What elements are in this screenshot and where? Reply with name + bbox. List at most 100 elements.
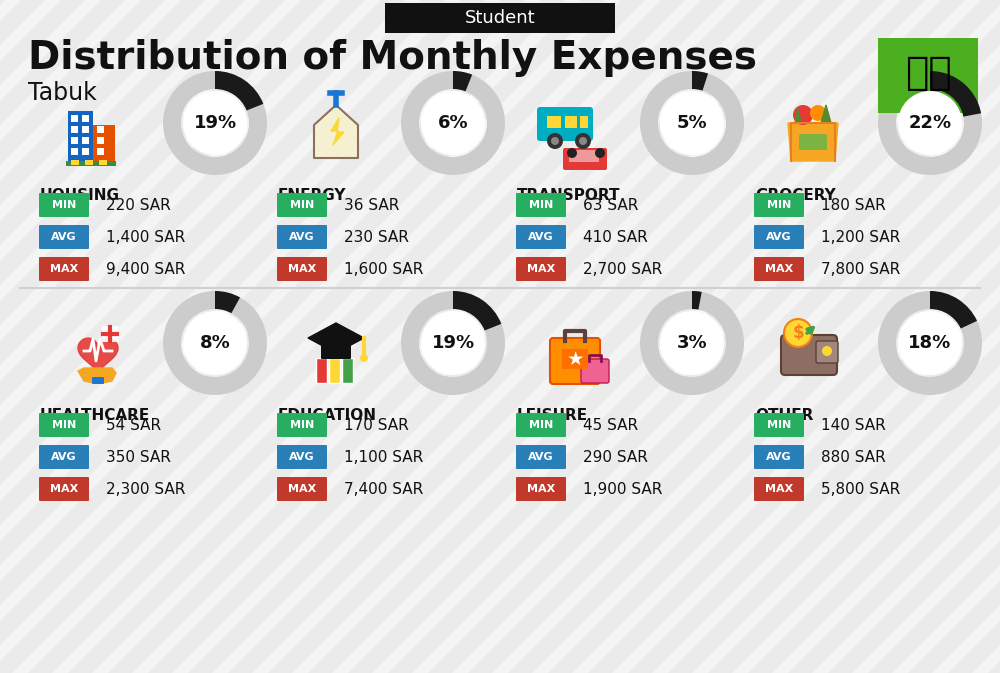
Text: HOUSING: HOUSING [40, 188, 120, 203]
Text: 140 SAR: 140 SAR [821, 417, 886, 433]
Text: 9,400 SAR: 9,400 SAR [106, 262, 185, 277]
Circle shape [660, 311, 724, 375]
FancyBboxPatch shape [565, 116, 577, 128]
FancyBboxPatch shape [516, 193, 566, 217]
FancyBboxPatch shape [385, 3, 615, 33]
FancyBboxPatch shape [816, 341, 838, 363]
Text: 2,300 SAR: 2,300 SAR [106, 481, 185, 497]
Text: EDUCATION: EDUCATION [278, 408, 377, 423]
FancyBboxPatch shape [342, 358, 353, 383]
Text: MAX: MAX [527, 264, 555, 274]
FancyBboxPatch shape [781, 335, 837, 375]
Text: 5,800 SAR: 5,800 SAR [821, 481, 900, 497]
FancyBboxPatch shape [39, 445, 89, 469]
Text: 19%: 19% [193, 114, 237, 132]
Text: AVG: AVG [528, 232, 554, 242]
FancyBboxPatch shape [97, 148, 104, 155]
Wedge shape [930, 71, 981, 116]
Text: AVG: AVG [289, 452, 315, 462]
Wedge shape [640, 71, 744, 175]
Text: $: $ [792, 324, 804, 342]
Text: 7,800 SAR: 7,800 SAR [821, 262, 900, 277]
Text: 18%: 18% [908, 334, 952, 352]
Text: Student: Student [465, 9, 535, 27]
Text: MIN: MIN [52, 420, 76, 430]
FancyBboxPatch shape [39, 477, 89, 501]
Circle shape [784, 319, 812, 347]
Circle shape [547, 133, 563, 149]
Wedge shape [453, 71, 472, 92]
Text: MIN: MIN [290, 420, 314, 430]
FancyBboxPatch shape [550, 338, 600, 384]
Wedge shape [878, 71, 982, 175]
Text: MIN: MIN [290, 200, 314, 210]
Wedge shape [453, 291, 501, 330]
Text: MAX: MAX [50, 264, 78, 274]
Circle shape [551, 137, 559, 145]
Wedge shape [215, 71, 263, 110]
Text: TRANSPORT: TRANSPORT [517, 188, 620, 203]
Text: 22%: 22% [908, 114, 952, 132]
Wedge shape [163, 71, 267, 175]
FancyBboxPatch shape [516, 477, 566, 501]
FancyBboxPatch shape [562, 349, 588, 369]
Text: 1,400 SAR: 1,400 SAR [106, 229, 185, 244]
Circle shape [575, 133, 591, 149]
FancyBboxPatch shape [82, 126, 89, 133]
Circle shape [421, 311, 485, 375]
Text: 🇸🇦: 🇸🇦 [905, 54, 951, 92]
Text: AVG: AVG [528, 452, 554, 462]
FancyBboxPatch shape [329, 358, 340, 383]
Text: 410 SAR: 410 SAR [583, 229, 648, 244]
Text: MIN: MIN [52, 200, 76, 210]
Text: 5%: 5% [677, 114, 707, 132]
Wedge shape [930, 291, 977, 328]
FancyBboxPatch shape [537, 107, 593, 141]
FancyBboxPatch shape [99, 160, 107, 165]
Text: LEISURE: LEISURE [517, 408, 588, 423]
FancyBboxPatch shape [85, 160, 93, 165]
Text: MAX: MAX [50, 484, 78, 494]
Text: 8%: 8% [200, 334, 230, 352]
FancyBboxPatch shape [92, 377, 104, 384]
Text: 2,700 SAR: 2,700 SAR [583, 262, 662, 277]
Polygon shape [331, 118, 344, 145]
Text: Tabuk: Tabuk [28, 81, 97, 105]
Text: 7,400 SAR: 7,400 SAR [344, 481, 423, 497]
Text: MIN: MIN [529, 200, 553, 210]
FancyBboxPatch shape [799, 134, 827, 150]
Text: MAX: MAX [527, 484, 555, 494]
FancyBboxPatch shape [754, 225, 804, 249]
Circle shape [567, 148, 577, 158]
Circle shape [793, 105, 813, 125]
Text: AVG: AVG [766, 232, 792, 242]
FancyBboxPatch shape [754, 413, 804, 437]
FancyBboxPatch shape [316, 358, 327, 383]
Text: AVG: AVG [51, 232, 77, 242]
FancyBboxPatch shape [39, 413, 89, 437]
Polygon shape [308, 323, 364, 353]
Polygon shape [78, 368, 116, 383]
FancyBboxPatch shape [563, 148, 607, 170]
Text: 1,200 SAR: 1,200 SAR [821, 229, 900, 244]
Text: 170 SAR: 170 SAR [344, 417, 409, 433]
FancyBboxPatch shape [878, 38, 978, 113]
Wedge shape [692, 291, 702, 310]
Text: 180 SAR: 180 SAR [821, 197, 886, 213]
Text: 3%: 3% [677, 334, 707, 352]
Circle shape [421, 91, 485, 155]
FancyBboxPatch shape [82, 137, 89, 144]
FancyBboxPatch shape [277, 225, 327, 249]
Wedge shape [692, 71, 708, 91]
Text: 1,100 SAR: 1,100 SAR [344, 450, 423, 464]
Wedge shape [163, 291, 267, 395]
Circle shape [822, 346, 832, 356]
Wedge shape [215, 291, 240, 313]
Polygon shape [821, 105, 831, 123]
Text: MAX: MAX [288, 484, 316, 494]
FancyBboxPatch shape [754, 445, 804, 469]
FancyBboxPatch shape [39, 225, 89, 249]
Text: 1,600 SAR: 1,600 SAR [344, 262, 423, 277]
Text: MAX: MAX [765, 264, 793, 274]
FancyBboxPatch shape [277, 257, 327, 281]
